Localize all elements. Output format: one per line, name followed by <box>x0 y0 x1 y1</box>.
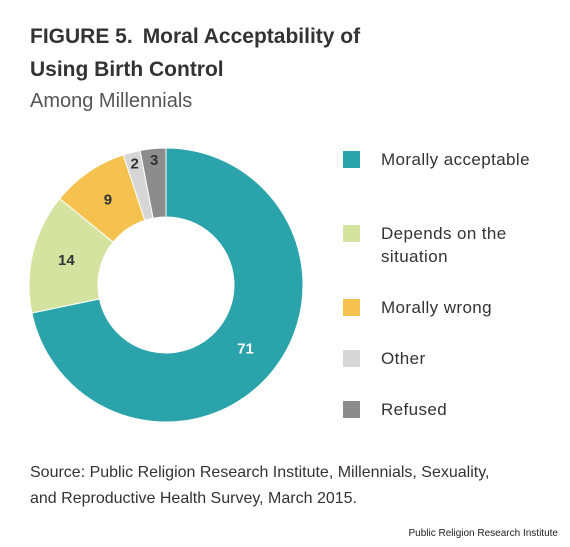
slice-label: 71 <box>237 341 254 358</box>
legend-swatch <box>343 225 360 242</box>
slice-label: 2 <box>131 155 139 172</box>
legend-item: Morally wrong <box>343 296 531 319</box>
title-text: Moral Acceptability of Using Birth Contr… <box>30 25 361 81</box>
legend-swatch <box>343 401 360 418</box>
legend-item: Refused <box>343 398 531 421</box>
figure-label: FIGURE 5. <box>30 25 133 48</box>
legend-swatch <box>343 151 360 168</box>
legend-swatch <box>343 350 360 367</box>
chart-subtitle: Among Millennials <box>30 90 193 112</box>
chart-title: FIGURE 5. Moral Acceptability of Using Bi… <box>30 20 370 86</box>
legend-item: Depends on the situation <box>343 222 531 268</box>
legend-label: Morally acceptable <box>381 150 530 169</box>
legend-label: Refused <box>381 400 448 419</box>
slice-label: 9 <box>104 192 112 209</box>
legend-label: Depends on the situation <box>381 224 507 266</box>
legend-swatch <box>343 299 360 316</box>
slice-label: 3 <box>150 152 158 169</box>
slice-label: 14 <box>58 252 75 269</box>
legend-item: Morally acceptable <box>343 148 531 171</box>
donut-slice <box>139 147 167 219</box>
donut-slice <box>31 147 304 423</box>
legend-label: Morally wrong <box>381 298 493 317</box>
legend-label: Other <box>381 349 426 368</box>
source-note: Source: Public Religion Research Institu… <box>30 464 490 507</box>
credit: Public Religion Research Institute <box>408 528 558 539</box>
legend-item: Other <box>343 347 531 370</box>
